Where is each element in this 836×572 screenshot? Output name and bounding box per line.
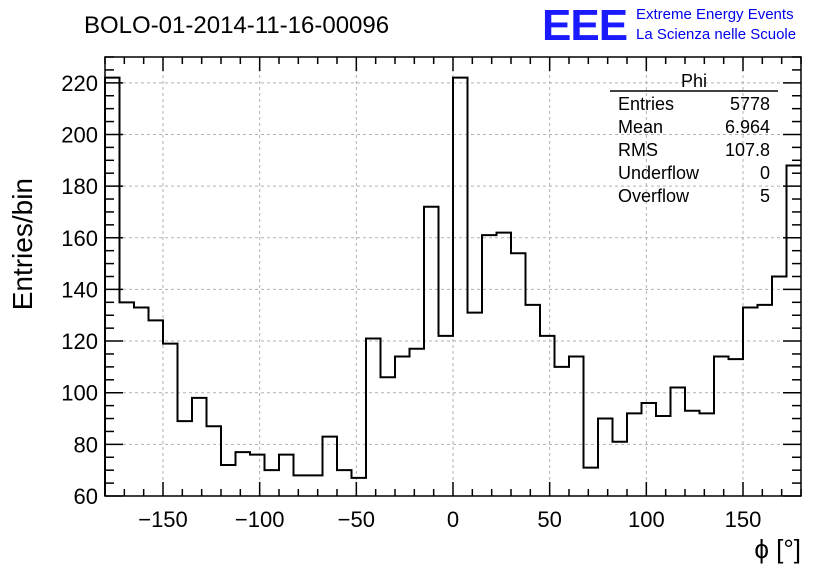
y-tick-label: 140 <box>61 277 98 302</box>
chart-title: BOLO-01-2014-11-16-00096 <box>84 12 389 39</box>
y-tick-label: 220 <box>61 71 98 96</box>
x-tick-label: −150 <box>138 507 188 532</box>
y-tick-labels: 60 80 100 120 140 160 180 200 220 <box>61 71 98 509</box>
logo-line-1: Extreme Energy Events <box>636 6 794 23</box>
stats-row-label: Entries <box>618 94 674 114</box>
stats-box: Phi Entries 5778 Mean 6.964 RMS 107.8 Underflo… <box>610 71 778 206</box>
y-tick-label: 80 <box>74 432 98 457</box>
y-tick-label: 200 <box>61 122 98 147</box>
stats-row-label: Underflow <box>618 163 700 183</box>
y-tick-label: 60 <box>74 484 98 509</box>
y-tick-label: 160 <box>61 226 98 251</box>
stats-row-value: 5 <box>760 186 770 206</box>
eee-logo: EEE <box>542 1 627 50</box>
axis-ticks <box>104 56 802 497</box>
x-tick-label: 50 <box>537 507 561 532</box>
stats-row-label: Mean <box>618 117 663 137</box>
stats-row-value: 0 <box>760 163 770 183</box>
y-tick-label: 120 <box>61 329 98 354</box>
x-tick-labels: −150 −100 −50 0 50 100 150 <box>138 507 761 532</box>
stats-row-label: RMS <box>618 140 658 160</box>
logo-line-2: La Scienza nelle Scuole <box>636 26 796 43</box>
x-tick-label: −100 <box>235 507 285 532</box>
stats-row-value: 107.8 <box>725 140 770 160</box>
x-tick-label: 100 <box>628 507 665 532</box>
stats-box-title: Phi <box>681 71 707 91</box>
x-axis-label: ϕ [°] <box>754 534 801 564</box>
y-tick-label: 180 <box>61 174 98 199</box>
x-tick-label: 0 <box>447 507 459 532</box>
stats-row-value: 6.964 <box>725 117 770 137</box>
x-tick-label: −50 <box>338 507 375 532</box>
histogram-outline <box>104 76 801 496</box>
stats-row-label: Overflow <box>618 186 690 206</box>
stats-row-value: 5778 <box>730 94 770 114</box>
y-tick-label: 100 <box>61 381 98 406</box>
y-axis-label: Entries/bin <box>7 178 38 310</box>
x-tick-label: 150 <box>725 507 762 532</box>
